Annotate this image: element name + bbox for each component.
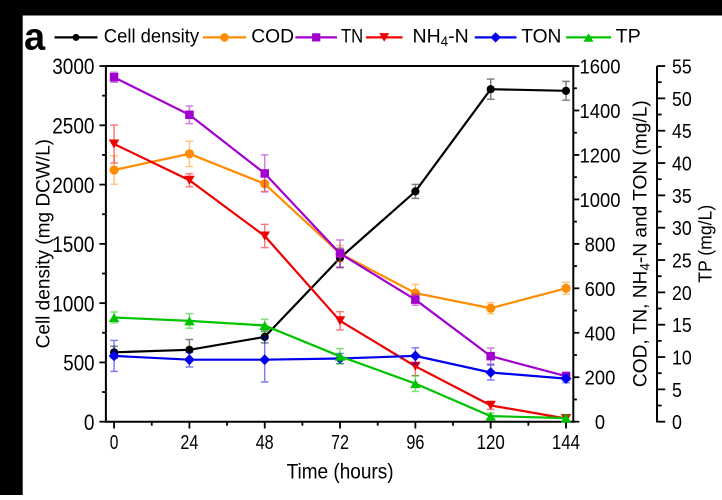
svg-text:35: 35: [672, 185, 692, 208]
svg-text:3000: 3000: [52, 54, 94, 79]
svg-text:1600: 1600: [580, 56, 621, 79]
svg-text:COD: COD: [251, 25, 294, 47]
svg-text:5: 5: [672, 379, 682, 402]
svg-text:200: 200: [585, 367, 616, 390]
svg-text:30: 30: [672, 217, 692, 240]
svg-text:15: 15: [672, 314, 692, 337]
svg-text:NH4-N: NH4-N: [413, 25, 469, 49]
svg-text:0: 0: [672, 411, 682, 434]
svg-text:800: 800: [585, 233, 616, 256]
svg-text:0: 0: [84, 410, 95, 435]
svg-text:40: 40: [672, 153, 692, 176]
svg-text:Cell density: Cell density: [104, 25, 200, 47]
svg-text:10: 10: [672, 347, 692, 370]
svg-text:45: 45: [672, 120, 692, 143]
svg-text:24: 24: [180, 431, 198, 454]
svg-text:1200: 1200: [580, 144, 621, 167]
svg-text:1500: 1500: [52, 232, 94, 257]
svg-text:a: a: [24, 17, 46, 59]
svg-text:TP: TP: [616, 25, 641, 47]
svg-text:50: 50: [672, 88, 692, 111]
svg-text:144: 144: [552, 431, 580, 454]
svg-text:0: 0: [595, 411, 605, 434]
svg-text:400: 400: [585, 322, 616, 345]
svg-text:1400: 1400: [580, 100, 621, 123]
svg-text:25: 25: [672, 250, 692, 273]
svg-text:TP (mg/L): TP (mg/L): [696, 205, 716, 283]
svg-text:55: 55: [672, 56, 692, 79]
svg-text:20: 20: [672, 282, 692, 305]
svg-text:1000: 1000: [52, 291, 94, 316]
svg-text:72: 72: [331, 431, 349, 454]
svg-text:2000: 2000: [52, 173, 94, 198]
svg-text:120: 120: [477, 431, 505, 454]
svg-text:Cell density (mg DCW/L): Cell density (mg DCW/L): [34, 139, 55, 348]
svg-text:TN: TN: [341, 25, 363, 47]
svg-text:500: 500: [63, 351, 94, 376]
svg-text:Time (hours): Time (hours): [287, 460, 394, 483]
svg-text:TON: TON: [521, 25, 561, 47]
svg-text:0: 0: [110, 431, 119, 454]
svg-text:2500: 2500: [52, 114, 94, 139]
svg-text:48: 48: [256, 431, 274, 454]
svg-text:1000: 1000: [580, 189, 621, 212]
svg-text:96: 96: [406, 431, 424, 454]
svg-text:600: 600: [585, 278, 616, 301]
svg-text:COD, TN, NH4-N and TON (mg/L): COD, TN, NH4-N and TON (mg/L): [631, 100, 653, 387]
